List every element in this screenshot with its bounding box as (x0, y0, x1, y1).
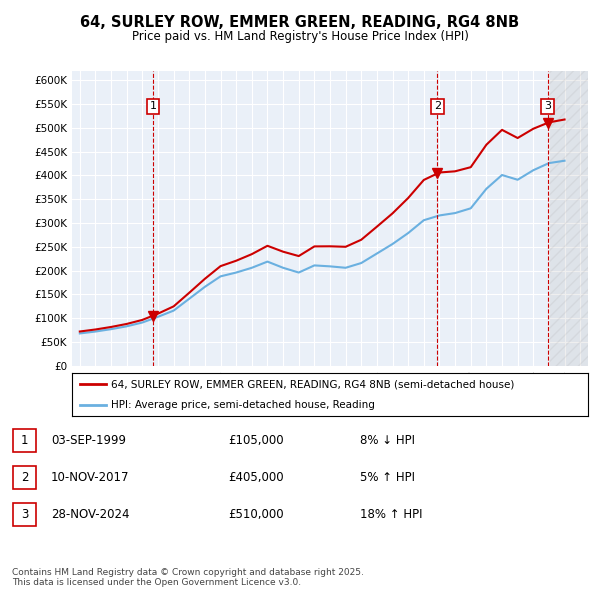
Text: 18% ↑ HPI: 18% ↑ HPI (360, 508, 422, 522)
Text: 2: 2 (21, 471, 28, 484)
Text: £510,000: £510,000 (228, 508, 284, 522)
Text: Price paid vs. HM Land Registry's House Price Index (HPI): Price paid vs. HM Land Registry's House … (131, 30, 469, 43)
Text: 1: 1 (21, 434, 28, 447)
Text: 64, SURLEY ROW, EMMER GREEN, READING, RG4 8NB: 64, SURLEY ROW, EMMER GREEN, READING, RG… (80, 15, 520, 30)
Text: 28-NOV-2024: 28-NOV-2024 (51, 508, 130, 522)
Text: 1: 1 (149, 101, 157, 112)
Text: 03-SEP-1999: 03-SEP-1999 (51, 434, 126, 447)
Text: £405,000: £405,000 (228, 471, 284, 484)
Text: HPI: Average price, semi-detached house, Reading: HPI: Average price, semi-detached house,… (110, 401, 374, 410)
Text: Contains HM Land Registry data © Crown copyright and database right 2025.
This d: Contains HM Land Registry data © Crown c… (12, 568, 364, 587)
Bar (549, 71, 588, 366)
Text: 64, SURLEY ROW, EMMER GREEN, READING, RG4 8NB (semi-detached house): 64, SURLEY ROW, EMMER GREEN, READING, RG… (110, 379, 514, 389)
Text: £105,000: £105,000 (228, 434, 284, 447)
Text: 3: 3 (21, 508, 28, 522)
Text: 10-NOV-2017: 10-NOV-2017 (51, 471, 130, 484)
Text: 5% ↑ HPI: 5% ↑ HPI (360, 471, 415, 484)
Text: 2: 2 (434, 101, 441, 112)
Text: 3: 3 (544, 101, 551, 112)
Text: 8% ↓ HPI: 8% ↓ HPI (360, 434, 415, 447)
